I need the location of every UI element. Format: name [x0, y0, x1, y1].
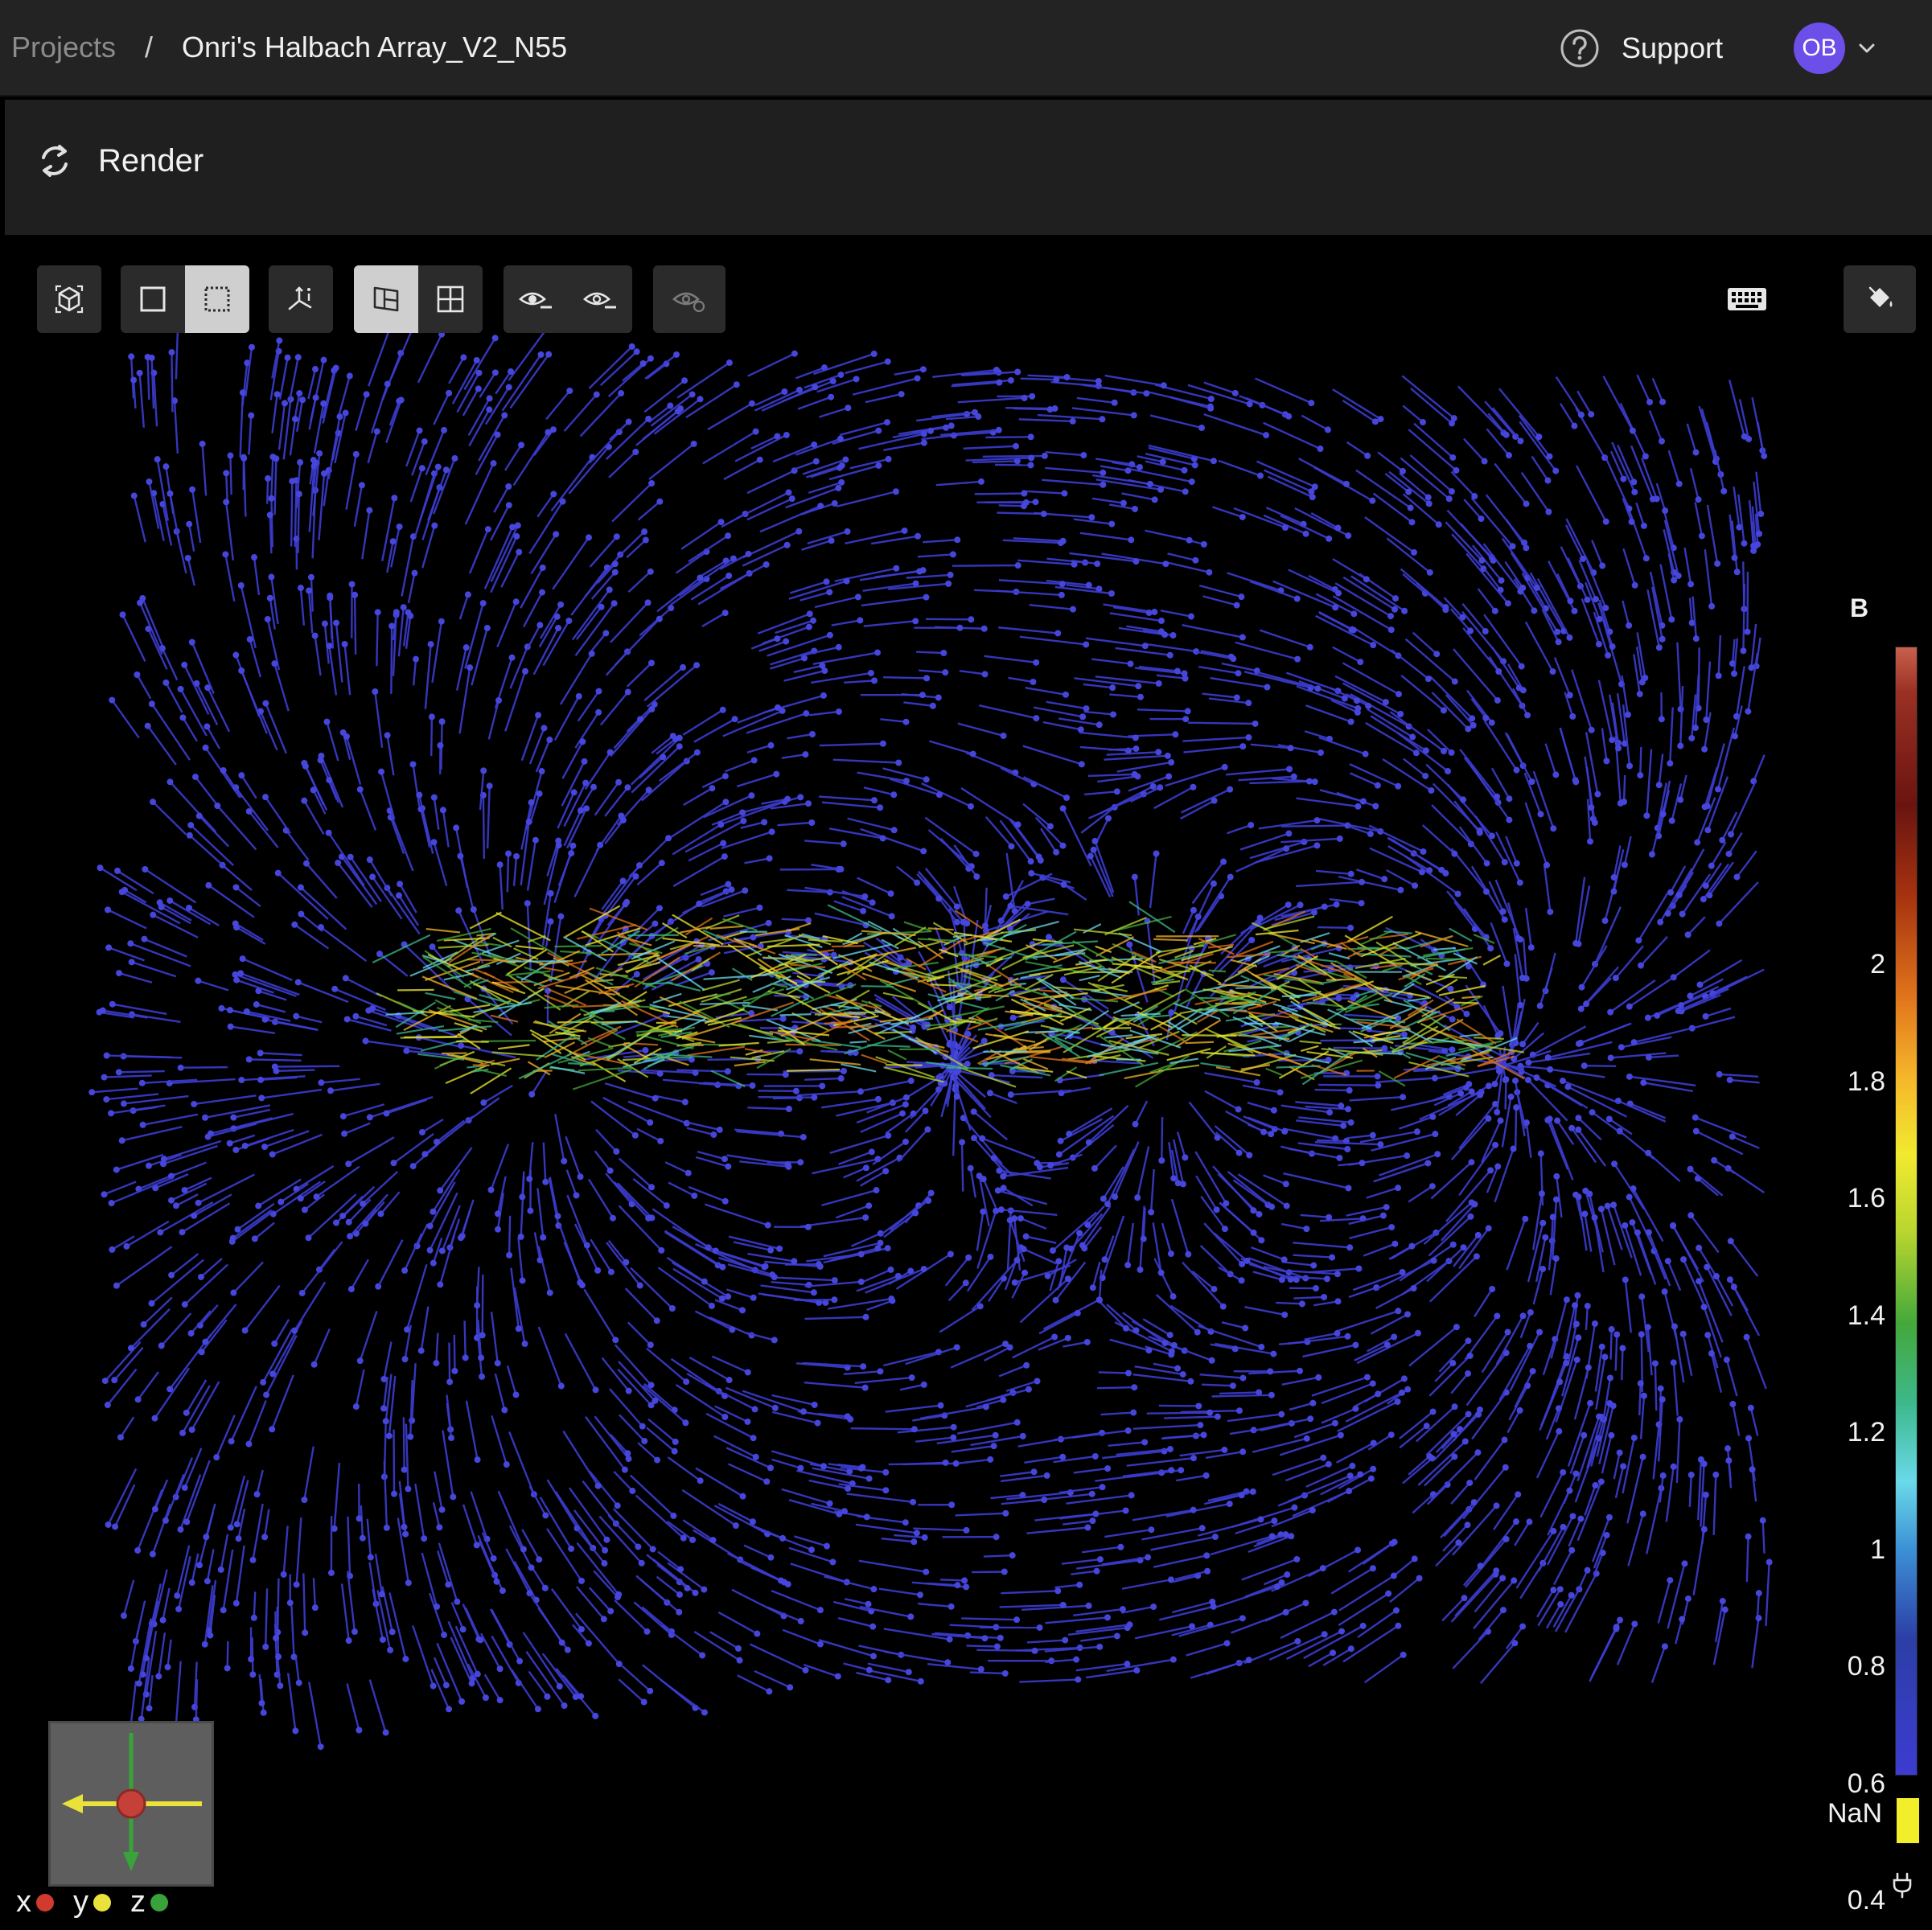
colorbar-tick: 1.6 — [1847, 1183, 1885, 1213]
color-settings-button[interactable] — [1844, 265, 1916, 333]
plug-icon — [1893, 1872, 1912, 1899]
select-dashed-button[interactable] — [185, 265, 249, 333]
render-button[interactable]: Render — [37, 140, 203, 182]
colorbar-tick: 0.8 — [1847, 1651, 1885, 1682]
axis-x-label: x — [16, 1885, 31, 1919]
axis-y-label: y — [73, 1885, 88, 1919]
axis-z-label: z — [130, 1885, 146, 1919]
layout-single-button[interactable] — [354, 265, 418, 333]
show-icon — [583, 292, 616, 309]
colorbar — [1895, 647, 1918, 1776]
eye-reset-icon — [672, 292, 705, 313]
toolbar-group-color — [1844, 265, 1916, 333]
layout-single-icon — [373, 286, 399, 312]
show-button[interactable] — [568, 265, 632, 333]
chevron-down-icon — [1859, 43, 1875, 53]
axis-y-dot — [93, 1893, 111, 1912]
render-bar: Render — [5, 100, 1932, 235]
keyboard-icon — [1728, 288, 1766, 310]
refresh-icon — [42, 145, 68, 177]
hide-button[interactable] — [504, 265, 568, 333]
colorbar-tick: 2 — [1870, 949, 1885, 979]
orientation-axes-icon — [62, 1733, 202, 1871]
colorbar-title: B — [1850, 593, 1869, 622]
axes-icon — [288, 286, 312, 310]
breadcrumb-project-name: Onri's Halbach Array_V2_N55 — [182, 31, 568, 64]
field-core — [372, 901, 1525, 1094]
colorbar-tick: 1.2 — [1847, 1417, 1885, 1448]
top-bar: Projects / Onri's Halbach Array_V2_N55 S… — [0, 0, 1932, 96]
toolbar-group-reset-visibility — [653, 265, 726, 333]
support-button[interactable]: Support — [1559, 26, 1723, 71]
layout-grid-button[interactable] — [418, 265, 483, 333]
axes-button[interactable] — [269, 265, 333, 333]
colorbar-tick: 1 — [1870, 1534, 1885, 1565]
nan-label: NaN — [1827, 1798, 1883, 1829]
avatar: OB — [1794, 23, 1845, 74]
colorbar-tick: 1.4 — [1847, 1300, 1885, 1331]
axis-x-dot — [36, 1893, 54, 1912]
colorbar-tick: 1.8 — [1847, 1066, 1885, 1097]
toolbar-group-axes — [269, 265, 333, 333]
colorbar-tick: 0.4 — [1847, 1885, 1885, 1916]
select-box-icon — [140, 286, 166, 312]
support-label: Support — [1622, 31, 1724, 64]
paint-bucket-icon — [1868, 286, 1893, 307]
reset-camera-icon — [55, 285, 84, 314]
render-viewport[interactable]: B 2 1.8 1.6 1.4 1.2 1 0.8 0.6 0.4 NaN x y z — [5, 236, 1932, 1930]
nan-swatch — [1897, 1798, 1919, 1843]
eye-reset-button[interactable] — [653, 265, 726, 333]
layout-grid-icon — [437, 285, 464, 313]
axes-legend: x y z — [16, 1885, 183, 1920]
toolbar-group-camera — [37, 265, 101, 333]
breadcrumb-separator: / — [145, 31, 154, 64]
hide-icon — [519, 292, 552, 309]
toolbar-group-layout — [354, 265, 483, 333]
select-dashed-icon — [204, 286, 230, 312]
colorbar-tick: 0.6 — [1847, 1768, 1885, 1799]
field-arrows — [88, 314, 1773, 1751]
breadcrumb-projects[interactable]: Projects — [11, 31, 117, 64]
reset-camera-button[interactable] — [37, 265, 101, 333]
user-menu[interactable]: OB — [1794, 23, 1877, 74]
vector-field-plot[interactable] — [5, 236, 1932, 1930]
toolbar-group-selection — [121, 265, 249, 333]
keyboard-shortcuts-button[interactable] — [1715, 265, 1779, 333]
select-box-button[interactable] — [121, 265, 185, 333]
orientation-gizmo[interactable] — [48, 1721, 214, 1887]
connection-status[interactable] — [1890, 1870, 1914, 1903]
axis-z-dot — [150, 1893, 168, 1912]
toolbar-group-visibility — [504, 265, 632, 333]
help-circle-icon — [1560, 29, 1599, 68]
render-label: Render — [98, 142, 204, 179]
